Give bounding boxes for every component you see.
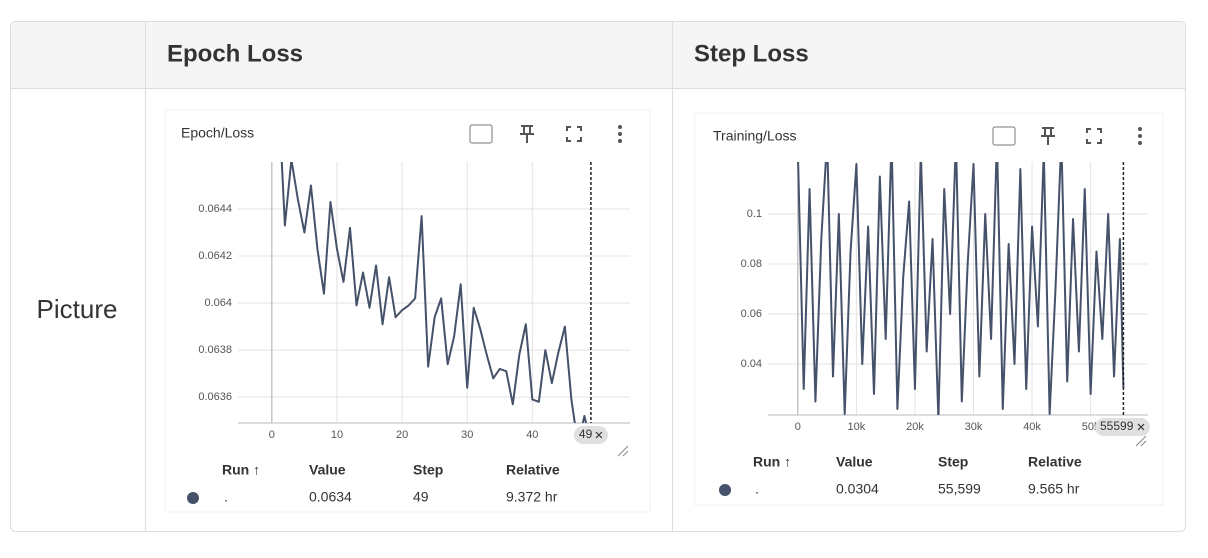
series-line xyxy=(797,162,1125,415)
resize-handle[interactable] xyxy=(617,445,629,457)
legend-cell: 9.372 hr xyxy=(506,489,558,505)
fullscreen-icon[interactable] xyxy=(566,126,582,142)
chart-card xyxy=(164,109,651,513)
legend-swatch xyxy=(187,492,199,504)
x-tick-label: 30 xyxy=(461,429,473,441)
row-label: Picture xyxy=(37,294,118,324)
close-icon[interactable] xyxy=(595,431,603,439)
x-tick-label: 40k xyxy=(1023,421,1041,433)
menu-icon[interactable] xyxy=(618,125,622,129)
y-tick-label: 0.0636 xyxy=(198,391,232,403)
x-tick-label: 10k xyxy=(848,421,866,433)
y-tick-label: 0.04 xyxy=(741,358,762,370)
chart-title: Training/Loss xyxy=(713,128,797,144)
y-tick-label: 0.0638 xyxy=(198,344,232,356)
legend-column-header: Relative xyxy=(1028,454,1082,470)
chart-title: Epoch/Loss xyxy=(181,125,254,141)
y-tick-label: 0.1 xyxy=(747,208,762,220)
x-tick-label: 0 xyxy=(269,429,275,441)
resize-handle[interactable] xyxy=(1135,435,1147,447)
cursor-badge[interactable] xyxy=(1095,418,1150,436)
x-tick-label: 20 xyxy=(396,429,408,441)
cursor-step-label: 55599 xyxy=(1100,419,1134,433)
y-tick-label: 0.06 xyxy=(741,308,762,320)
y-tick-label: 0.08 xyxy=(741,258,762,270)
legend-cell: . xyxy=(224,489,228,505)
legend-cell: 55,599 xyxy=(938,481,981,497)
menu-icon[interactable] xyxy=(618,139,622,143)
series-line xyxy=(280,162,588,423)
x-tick-label: 40 xyxy=(526,429,538,441)
x-tick-label: 20k xyxy=(906,421,924,433)
pin-icon[interactable] xyxy=(520,125,534,143)
legend-swatch xyxy=(719,484,731,496)
menu-icon[interactable] xyxy=(1138,134,1142,138)
x-tick-label: 0 xyxy=(795,421,801,433)
menu-icon[interactable] xyxy=(1138,127,1142,131)
fit-icon[interactable] xyxy=(992,126,1016,146)
menu-icon[interactable] xyxy=(618,132,622,136)
legend-cell: . xyxy=(755,481,759,497)
legend-column-header: Value xyxy=(836,454,873,470)
close-icon[interactable] xyxy=(1137,423,1145,431)
menu-icon[interactable] xyxy=(1138,141,1142,145)
fullscreen-icon[interactable] xyxy=(1086,128,1102,144)
legend-column-header: Relative xyxy=(506,462,560,478)
x-tick-label: 50k xyxy=(1082,421,1100,433)
legend-cell: 0.0634 xyxy=(309,489,352,505)
y-tick-label: 0.0644 xyxy=(198,203,232,215)
legend-column-header: Value xyxy=(309,462,346,478)
x-tick-label: 30k xyxy=(965,421,983,433)
legend-cell: 0.0304 xyxy=(836,481,879,497)
column-header: Step Loss xyxy=(694,40,809,67)
column-header: Epoch Loss xyxy=(167,40,303,67)
cursor-badge[interactable] xyxy=(573,426,608,444)
legend-cell: 9.565 hr xyxy=(1028,481,1080,497)
y-tick-label: 0.0642 xyxy=(198,250,232,262)
legend-column-header: Step xyxy=(413,462,443,478)
cursor-step-label: 49 xyxy=(579,427,593,441)
header-bg xyxy=(11,22,1185,88)
legend-column-header[interactable]: Run ↑ xyxy=(753,454,791,470)
y-tick-label: 0.064 xyxy=(204,297,232,309)
fit-icon[interactable] xyxy=(469,124,493,144)
legend-column-header[interactable]: Run ↑ xyxy=(222,462,260,478)
legend-column-header: Step xyxy=(938,454,968,470)
x-tick-label: 10 xyxy=(331,429,343,441)
pin-icon[interactable] xyxy=(1041,127,1055,145)
legend-cell: 49 xyxy=(413,489,429,505)
